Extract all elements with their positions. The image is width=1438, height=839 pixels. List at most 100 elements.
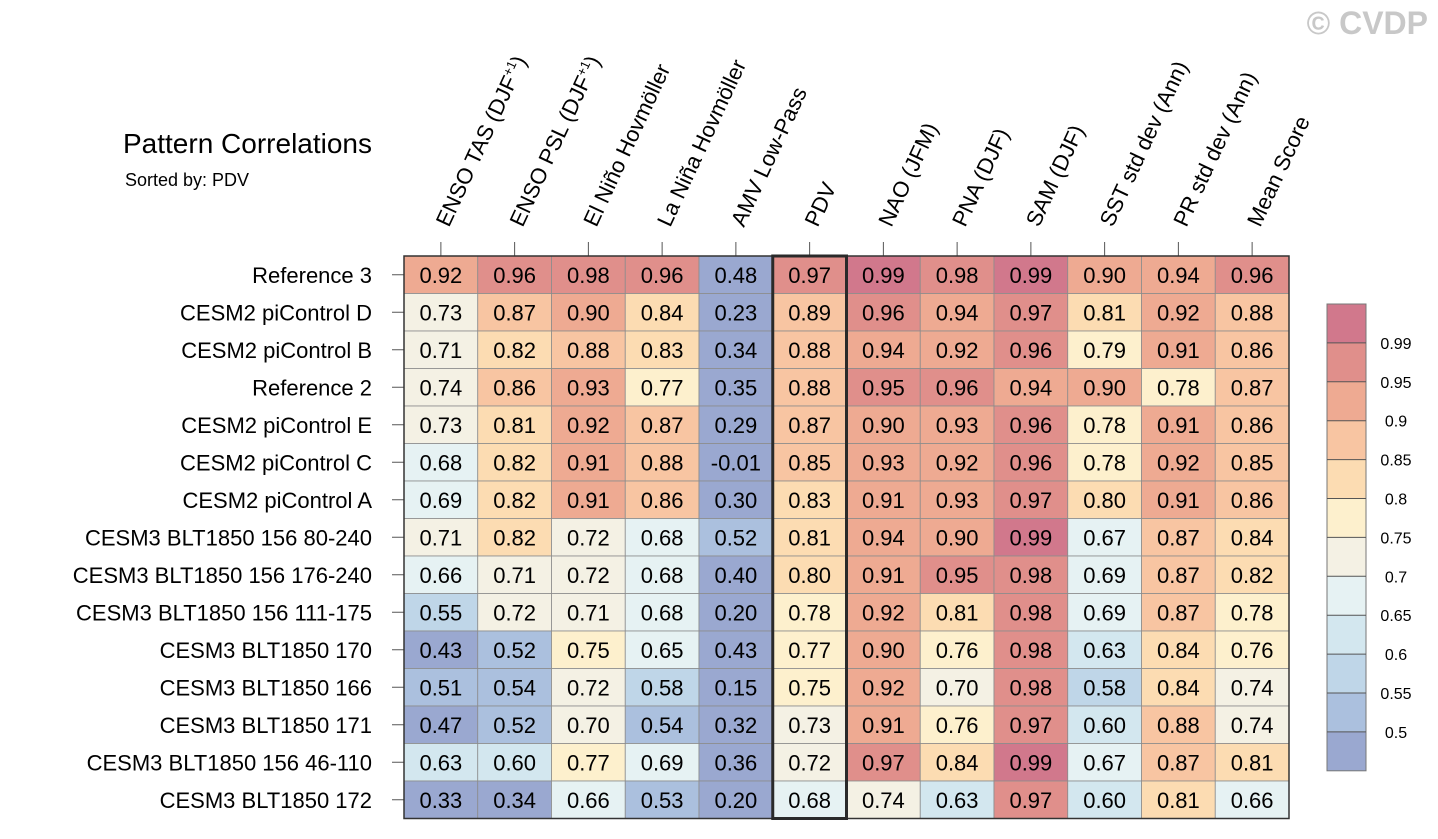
cell-value: 0.74 (1231, 713, 1274, 738)
cell-value: 0.88 (1157, 713, 1200, 738)
colorbar-tick-label: 0.6 (1385, 647, 1407, 664)
cell-value: 0.97 (1009, 300, 1052, 325)
heatmap-cell (698, 555, 774, 594)
heatmap-cell (846, 443, 921, 482)
heatmap-cell (993, 555, 1069, 594)
row-label: CESM3 BLT1850 156 111-175 (76, 600, 372, 625)
cell-value: 0.86 (1231, 338, 1274, 363)
heatmap-cell (1141, 368, 1216, 407)
cell-value: 0.20 (714, 600, 757, 625)
heatmap-cell (993, 405, 1069, 444)
cell-value: 0.66 (567, 788, 610, 813)
cell-value: 0.34 (493, 788, 536, 813)
heatmap-cell (1067, 630, 1142, 669)
cell-value: 0.78 (1083, 450, 1126, 475)
colorbar-segment (1327, 537, 1366, 577)
cell-value: 0.94 (1009, 375, 1052, 400)
heatmap-cell (919, 743, 995, 782)
cell-value: 0.76 (936, 638, 979, 663)
heatmap-cell (624, 630, 700, 669)
cell-value: 0.87 (493, 300, 536, 325)
row-label: CESM3 BLT1850 156 80-240 (85, 525, 372, 550)
heatmap-cell (1067, 668, 1142, 707)
cell-value: 0.58 (1083, 675, 1126, 700)
heatmap-cell (1067, 405, 1142, 444)
cell-value: 0.70 (567, 713, 610, 738)
heatmap-cell (551, 668, 626, 707)
cell-value: 0.29 (714, 413, 757, 438)
heatmap-cell (624, 705, 700, 744)
heatmap-cell (698, 780, 774, 819)
cell-value: 0.55 (419, 600, 462, 625)
colorbar-tick-label: 0.9 (1385, 414, 1407, 431)
cell-value: 0.68 (419, 450, 462, 475)
cell-value: 0.78 (1231, 600, 1274, 625)
heatmap-cell (1067, 705, 1142, 744)
heatmap-cell (1067, 518, 1142, 557)
row-label: CESM2 piControl A (182, 488, 372, 513)
heatmap-cell (477, 668, 552, 707)
cell-value: 0.20 (714, 788, 757, 813)
row-label: CESM3 BLT1850 156 176-240 (73, 563, 372, 588)
cell-value: 0.66 (1231, 788, 1274, 813)
heatmap-cell (993, 480, 1069, 519)
heatmap-cell (993, 330, 1069, 369)
cell-value: 0.81 (936, 600, 979, 625)
column-label: AMV Low-Pass (726, 83, 812, 230)
cell-value: 0.98 (936, 263, 979, 288)
row-label: CESM2 piControl E (181, 413, 372, 438)
heatmap-cell (1141, 630, 1216, 669)
heatmap-cell (403, 368, 479, 407)
heatmap-cell (477, 293, 552, 332)
heatmap-cell (919, 480, 995, 519)
heatmap-cell (1214, 480, 1290, 519)
heatmap-cell (1141, 255, 1216, 294)
cell-value: 0.94 (862, 338, 905, 363)
colorbar-tick-label: 0.55 (1380, 686, 1411, 703)
heatmap-cell (624, 593, 700, 632)
colorbar-segment (1327, 731, 1366, 771)
cell-value: 0.90 (862, 413, 905, 438)
cell-value: 0.96 (1009, 338, 1052, 363)
cell-value: 0.87 (641, 413, 684, 438)
heatmap-cell (551, 405, 626, 444)
heatmap-cell (698, 518, 774, 557)
heatmap-cell (624, 668, 700, 707)
cell-value: 0.83 (641, 338, 684, 363)
column-label: Mean Score (1242, 112, 1315, 230)
cell-value: 0.94 (936, 300, 979, 325)
cell-value: -0.01 (711, 450, 761, 475)
cell-value: 0.32 (714, 713, 757, 738)
cell-value: 0.82 (493, 525, 536, 550)
cell-value: 0.91 (862, 488, 905, 513)
cell-value: 0.87 (1157, 563, 1200, 588)
heatmap-cell (698, 330, 774, 369)
heatmap-cell (1214, 555, 1290, 594)
heatmap-cell (698, 405, 774, 444)
highlighted-column-frame (771, 254, 848, 820)
copyright-watermark: © CVDP (1307, 5, 1428, 41)
heatmap-cell (551, 743, 626, 782)
cell-value: 0.86 (493, 375, 536, 400)
column-label: PNA (DJF) (947, 124, 1014, 230)
colorbar-tick-label: 0.75 (1380, 530, 1411, 547)
heatmap-cell (772, 780, 847, 819)
cell-value: 0.87 (1231, 375, 1274, 400)
heatmap-cell (551, 630, 626, 669)
heatmap-cell (698, 443, 774, 482)
cell-value: 0.76 (936, 713, 979, 738)
cell-value: 0.83 (788, 488, 831, 513)
heatmap-cell (403, 668, 479, 707)
cell-value: 0.95 (862, 375, 905, 400)
cell-value: 0.60 (1083, 788, 1126, 813)
heatmap-cell (919, 555, 995, 594)
cell-value: 0.96 (493, 263, 536, 288)
cell-value: 0.99 (1009, 750, 1052, 775)
heatmap-cell (551, 443, 626, 482)
heatmap-cell (1141, 780, 1216, 819)
heatmap-cell (477, 405, 552, 444)
cell-value: 0.92 (862, 600, 905, 625)
cell-value: 0.73 (419, 300, 462, 325)
heatmap-cell (846, 255, 921, 294)
cell-value: 0.74 (419, 375, 462, 400)
